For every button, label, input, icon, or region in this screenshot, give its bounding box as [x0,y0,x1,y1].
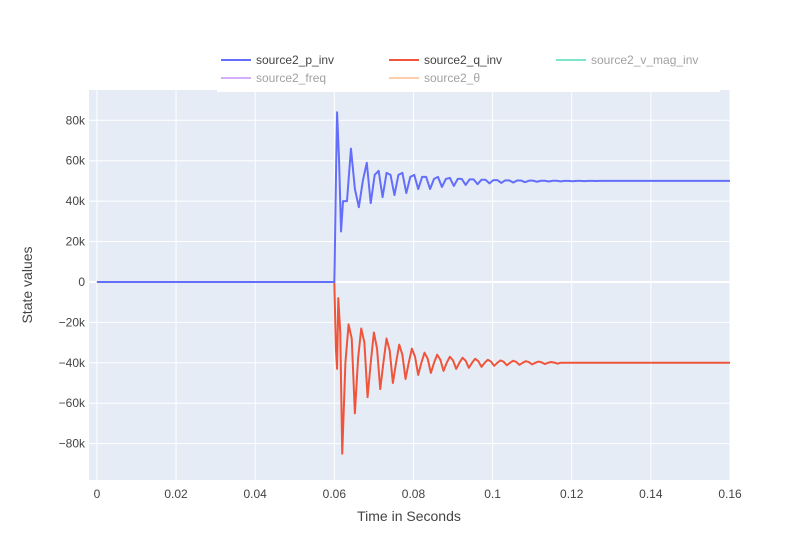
x-axis-ticks: 0 0.02 0.04 0.06 0.08 0.1 0.12 0.14 0.16 [94,487,742,501]
y-axis-ticks: −80k −60k −40k −20k 0 20k 40k 60k 80k [59,113,86,450]
legend-label: source2_v_mag_inv [591,53,698,67]
x-tick-label: 0.16 [718,487,742,501]
legend-item[interactable]: source2_v_mag_inv [556,53,698,67]
y-tick-label: −80k [59,437,86,451]
y-tick-label: 0 [78,275,85,289]
legend-label: source2_θ [424,71,480,85]
x-tick-label: 0.02 [164,487,188,501]
series-lines [96,111,730,455]
x-axis-title: Time in Seconds [357,508,461,524]
legend-label: source2_p_inv [256,53,334,67]
y-axis-title: State values [19,246,35,323]
y-tick-label: 40k [66,194,86,208]
legend-item[interactable]: source2_θ [389,71,480,85]
legend-background [217,46,720,92]
legend[interactable]: source2_p_inv source2_q_inv source2_v_mag_… [217,46,720,92]
x-tick-label: 0.04 [244,487,268,501]
legend-item[interactable]: source2_q_inv [389,53,502,67]
legend-item[interactable]: source2_freq [221,71,326,85]
x-tick-label: 0.12 [560,487,584,501]
legend-item[interactable]: source2_p_inv [221,53,334,67]
y-tick-label: −40k [59,356,86,370]
grid [89,90,731,480]
y-tick-label: −60k [59,396,86,410]
legend-label: source2_q_inv [424,53,502,67]
x-tick-label: 0.06 [323,487,347,501]
series-line-source2-q-inv [96,280,730,455]
y-tick-label: 60k [66,154,86,168]
y-tick-label: 80k [66,113,86,127]
series-line-source2-p-inv [96,111,730,283]
y-tick-label: 20k [66,235,86,249]
plot-area [89,90,730,480]
x-tick-label: 0.1 [484,487,501,501]
y-tick-label: −20k [59,315,86,329]
x-tick-label: 0.14 [639,487,663,501]
x-tick-label: 0 [94,487,101,501]
x-tick-label: 0.08 [402,487,426,501]
legend-label: source2_freq [256,71,326,85]
